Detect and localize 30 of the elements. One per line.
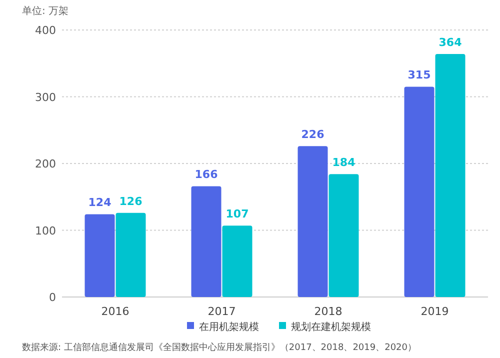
bar [116,212,146,297]
bar [298,146,328,297]
x-tick-label: 2018 [314,305,342,318]
data-label: 166 [194,168,218,182]
bar [435,54,466,297]
data-label: 184 [332,156,356,170]
data-label: 126 [119,194,143,208]
data-label: 124 [88,196,112,210]
source-note: 数据来源: 工信部信息通信发展司《全国数据中心应用发展指引》（2017、2018、2019、2020） [22,342,417,353]
legend-label: 规划在建机架规模 [291,321,371,333]
data-label: 364 [438,36,462,50]
y-tick-label: 300 [35,90,56,104]
y-tick-label: 400 [35,24,56,37]
bar [191,186,222,297]
data-label: 226 [301,128,325,142]
bar [84,214,115,297]
x-tick-label: 2016 [101,305,130,318]
data-label: 107 [226,208,249,221]
y-tick-label: 100 [35,224,56,238]
bar [328,174,359,297]
y-axis-title: 单位: 万架 [22,5,69,17]
y-tick-label: 200 [35,158,56,170]
x-tick-label: 2019 [420,305,449,318]
x-tick-label: 2017 [208,305,236,318]
y-tick-label: 0 [49,291,56,304]
bar [404,86,434,297]
legend-label: 在用机架规模 [199,321,259,333]
data-label: 315 [408,68,431,82]
bar [222,226,252,297]
plot: 0 100 200 300 400 2016 2017 2018 2019 124 166 226 315 126 107 184 364 [35,24,488,318]
